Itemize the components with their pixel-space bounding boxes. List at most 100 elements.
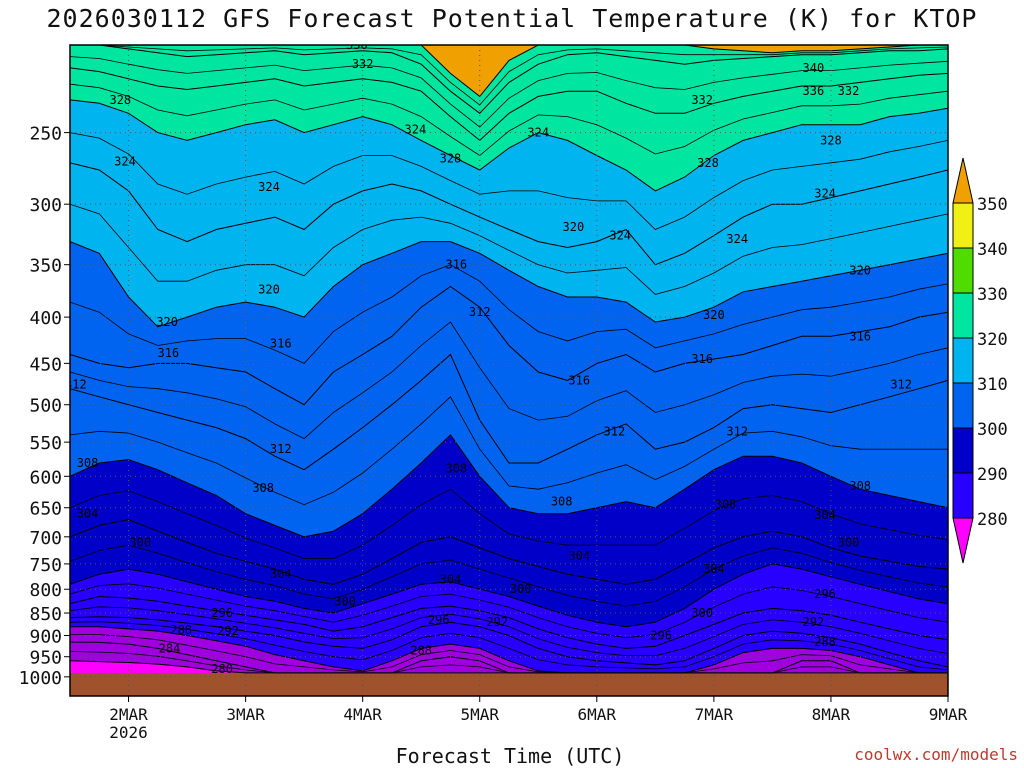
contour-label: 316	[849, 329, 871, 343]
isentrope-296	[70, 595, 948, 649]
contour-label: 324	[814, 187, 836, 201]
isentrope-316	[70, 285, 948, 406]
contour-label: 312	[604, 424, 626, 438]
contour-label: 312	[726, 424, 748, 438]
y-tick-label: 800	[29, 580, 62, 601]
contour-label: 336	[803, 84, 825, 98]
y-tick-label: 700	[29, 528, 62, 549]
contour-label: 320	[156, 315, 178, 329]
colorbar-segment	[952, 472, 974, 519]
contour-label: 308	[551, 495, 573, 509]
contour-label: 312	[890, 378, 912, 392]
contour-label: 300	[334, 594, 356, 608]
contour-label: 332	[838, 84, 860, 98]
isentrope-324	[70, 162, 948, 266]
isentrope-308	[70, 434, 948, 538]
x-tick-label: 4MAR	[343, 705, 382, 724]
colorbar-segment	[952, 247, 974, 294]
contour-label: 312	[270, 442, 292, 456]
contour-label: 284	[159, 641, 181, 655]
x-tick-label: 7MAR	[695, 705, 734, 724]
colorbar-segment	[952, 292, 974, 339]
contour-label: 300	[510, 582, 532, 596]
x-tick-label: 5MAR	[460, 705, 499, 724]
contour-label: 332	[691, 93, 713, 107]
terrain-band	[70, 672, 948, 696]
contour-label: 320	[258, 283, 280, 297]
y-tick-label: 900	[29, 626, 62, 647]
contour-label: 300	[838, 535, 860, 549]
y-tick-label: 300	[29, 195, 62, 216]
y-tick-label: 250	[29, 124, 62, 145]
isentrope-318	[70, 264, 948, 364]
contour-label: 308	[849, 479, 871, 493]
contour-label: 308	[77, 456, 99, 470]
contour-label: 320	[849, 263, 871, 277]
colorbar-label: 350	[977, 195, 1008, 215]
contour-label: 328	[109, 93, 131, 107]
isentrope-286	[70, 634, 948, 674]
isentrope-330	[70, 83, 948, 156]
y-tick-label: 400	[29, 308, 62, 329]
contour-label: 324	[726, 232, 748, 246]
y-tick-label: 350	[29, 256, 62, 277]
isentrope-304	[70, 519, 948, 585]
contour-label: 292	[486, 615, 508, 629]
isentrope-332	[70, 67, 948, 142]
contour-label: 324	[258, 180, 280, 194]
isentrope-306	[70, 488, 948, 559]
y-tick-label: 850	[29, 604, 62, 625]
isentrope-312	[70, 353, 948, 471]
contour-label: 324	[527, 126, 549, 140]
contour-label: 308	[715, 498, 737, 512]
colorbar-label: 340	[977, 240, 1008, 260]
y-tick-label: 750	[29, 555, 62, 576]
y-tick-label: 1000	[19, 668, 62, 689]
isentrope-284	[70, 641, 948, 674]
colorbar-segment	[952, 427, 974, 474]
contour-label: 332	[352, 57, 374, 71]
contour-label: 316	[445, 258, 467, 272]
y-tick-label: 550	[29, 433, 62, 454]
contour-label: 336	[346, 38, 368, 52]
y-tick-label: 600	[29, 467, 62, 488]
isentrope-326	[70, 132, 948, 230]
contour-label: 304	[440, 572, 462, 586]
isentrope-302	[70, 544, 948, 607]
credit-link[interactable]: coolwx.com/models	[854, 745, 1018, 764]
contour-label: 296	[650, 628, 672, 642]
isentrope-298	[70, 583, 948, 639]
isentrope-340	[70, 45, 948, 98]
isentrope-314	[70, 321, 948, 440]
contour-label: 340	[803, 61, 825, 75]
contour-label: 324	[114, 154, 136, 168]
contour-label: 296	[814, 587, 836, 601]
contour-label: 288	[170, 623, 192, 637]
isentrope-294	[70, 606, 948, 657]
contour-label: 288	[410, 643, 432, 657]
contour-label: 328	[697, 156, 719, 170]
colorbar-label: 330	[977, 285, 1008, 305]
x-tick-label: 6MAR	[578, 705, 617, 724]
isentrope-288	[70, 626, 948, 674]
y-axis: 2503003504004505005506006507007508008509…	[19, 124, 70, 689]
grid-lines	[70, 45, 948, 696]
isentrope-338	[70, 45, 948, 106]
colorbar-legend: 350 340 330 320 310 300 290 280	[952, 157, 1008, 564]
x-tick-sublabel: 2026	[109, 723, 148, 742]
contour-label: 316	[568, 373, 590, 387]
contour-label: 308	[252, 481, 274, 495]
y-tick-label: 450	[29, 354, 62, 375]
isentrope-334	[70, 56, 948, 128]
potential-temperature-fill	[70, 45, 948, 696]
contour-label: 280	[211, 662, 233, 676]
contour-labels: 328 324 324 320 316 312 320 316 312 308 308 304 300 3…	[70, 38, 912, 676]
isentrope-300	[70, 563, 948, 628]
contour-label: 296	[211, 606, 233, 620]
y-tick-label: 950	[29, 648, 62, 669]
contour-label: 312	[469, 305, 491, 319]
contour-label: 320	[703, 308, 725, 322]
contour-label: 304	[568, 549, 590, 563]
